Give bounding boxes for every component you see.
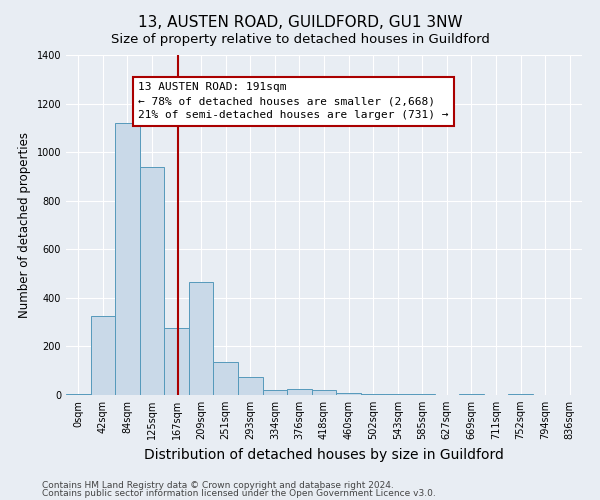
Text: Contains HM Land Registry data © Crown copyright and database right 2024.: Contains HM Land Registry data © Crown c… xyxy=(42,480,394,490)
Bar xyxy=(66,394,91,395)
Bar xyxy=(214,362,238,395)
Bar xyxy=(189,282,214,395)
Text: 13, AUSTEN ROAD, GUILDFORD, GU1 3NW: 13, AUSTEN ROAD, GUILDFORD, GU1 3NW xyxy=(137,15,463,30)
Bar xyxy=(312,390,336,395)
Text: 13 AUSTEN ROAD: 191sqm
← 78% of detached houses are smaller (2,668)
21% of semi-: 13 AUSTEN ROAD: 191sqm ← 78% of detached… xyxy=(138,82,449,120)
Bar xyxy=(238,377,263,395)
Bar xyxy=(385,394,410,395)
Bar xyxy=(336,392,361,395)
X-axis label: Distribution of detached houses by size in Guildford: Distribution of detached houses by size … xyxy=(144,448,504,462)
Bar xyxy=(263,390,287,395)
Bar xyxy=(140,166,164,395)
Bar xyxy=(459,394,484,395)
Bar xyxy=(410,394,434,395)
Bar xyxy=(361,394,385,395)
Bar xyxy=(508,394,533,395)
Bar xyxy=(91,316,115,395)
Bar xyxy=(115,123,140,395)
Bar xyxy=(164,328,189,395)
Text: Contains public sector information licensed under the Open Government Licence v3: Contains public sector information licen… xyxy=(42,489,436,498)
Y-axis label: Number of detached properties: Number of detached properties xyxy=(18,132,31,318)
Text: Size of property relative to detached houses in Guildford: Size of property relative to detached ho… xyxy=(110,32,490,46)
Bar xyxy=(287,389,312,395)
